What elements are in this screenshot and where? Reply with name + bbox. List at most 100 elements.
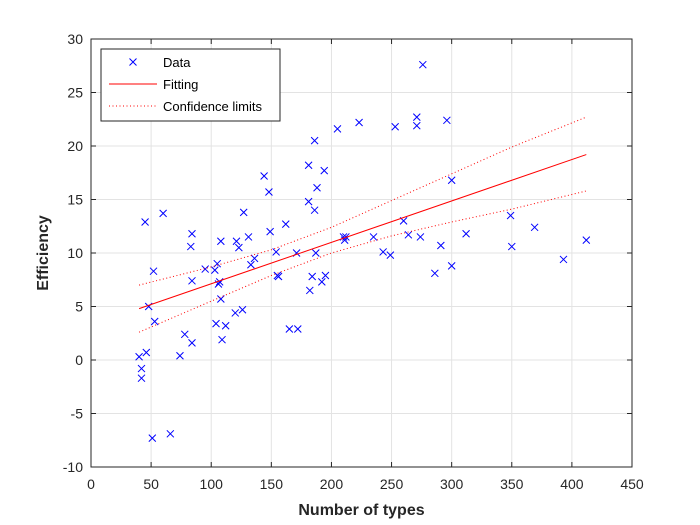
data-point: [311, 249, 320, 257]
x-tick-label: 150: [260, 476, 284, 492]
data-point: [391, 122, 400, 131]
data-point: [260, 172, 268, 180]
data-point: [355, 118, 363, 127]
data-point: [135, 352, 143, 361]
y-tick-label: 25: [67, 85, 83, 101]
data-point: [265, 188, 273, 196]
y-tick-label: 15: [67, 192, 83, 208]
data-point: [216, 295, 225, 303]
x-tick-label: 450: [620, 476, 644, 492]
data-point: [310, 206, 319, 215]
data-point: [150, 317, 159, 326]
data-point: [201, 265, 210, 273]
data-points: [135, 60, 591, 442]
data-point: [213, 259, 222, 268]
x-tick-label: 250: [380, 476, 404, 492]
legend-box: [100, 48, 281, 122]
y-tick-label: 0: [75, 352, 83, 368]
y-tick-label: 30: [67, 31, 83, 47]
data-point: [304, 197, 313, 206]
data-point: [218, 335, 226, 344]
series-line-group: [138, 154, 587, 310]
data-point: [149, 267, 158, 276]
legend-marker: [129, 58, 137, 66]
legend-label: Confidence limits: [163, 99, 262, 114]
data-point: [582, 236, 591, 245]
data-point: [141, 218, 149, 226]
data-point: [418, 60, 427, 69]
data-point: [462, 229, 470, 238]
data-point: [188, 339, 196, 347]
data-point: [285, 325, 294, 333]
data-point: [317, 278, 326, 286]
data-point: [430, 269, 439, 278]
x-tick-label: 200: [320, 476, 344, 492]
data-point: [293, 325, 302, 333]
x-tick-label: 350: [500, 476, 524, 492]
data-point: [250, 254, 259, 263]
legend-label: Data: [163, 55, 191, 70]
data-point: [412, 121, 421, 130]
data-point: [369, 233, 378, 241]
x-axis-label: Number of types: [298, 502, 424, 519]
data-point: [320, 166, 329, 175]
data-point: [272, 248, 280, 256]
data-point: [176, 351, 184, 360]
data-point: [281, 220, 290, 228]
y-tick-label: 20: [67, 138, 83, 154]
data-point: [221, 321, 230, 330]
data-point: [231, 309, 240, 317]
y-tick-label: -5: [71, 406, 84, 422]
data-point: [313, 183, 321, 192]
tick-labels: 0 50 100 150 200 250 300 350 400 450 -10 -5 0 5 10 15 20…: [63, 31, 644, 492]
tick-marks: [90, 38, 633, 468]
legend: Data Fitting Confidence limits: [100, 48, 281, 122]
data-point: [235, 243, 243, 252]
data-point: [142, 348, 151, 357]
data-point: [379, 248, 387, 256]
data-point: [310, 136, 319, 145]
data-point: [232, 237, 241, 246]
x-tick-label: 100: [200, 476, 224, 492]
data-point: [530, 223, 539, 232]
data-point: [386, 251, 395, 259]
data-point: [188, 276, 196, 285]
x-tick-label: 400: [560, 476, 584, 492]
data-point: [266, 227, 274, 236]
data-point: [404, 230, 413, 239]
data-point: [188, 229, 196, 238]
data-point: [559, 255, 568, 264]
data-point: [305, 286, 314, 295]
data-point: [137, 374, 146, 383]
x-tick-label: 0: [87, 476, 95, 492]
data-point: [210, 266, 219, 274]
data-point: [274, 272, 283, 281]
y-tick-label: -10: [63, 459, 83, 475]
data-point: [507, 242, 516, 251]
data-point: [447, 176, 456, 185]
data-point: [159, 209, 167, 218]
data-point: [443, 116, 451, 125]
data-point: [447, 261, 456, 270]
x-tick-label: 300: [440, 476, 464, 492]
confidence-limit-line: [138, 116, 587, 286]
fitting-line: [138, 154, 587, 310]
data-point: [238, 305, 247, 314]
data-point: [304, 161, 313, 170]
series-layer: [135, 60, 591, 442]
data-point: [412, 113, 421, 121]
data-point: [506, 211, 515, 220]
data-point: [436, 241, 445, 250]
data-point: [148, 434, 157, 442]
data-point: [166, 429, 175, 438]
data-point: [212, 319, 220, 328]
data-point: [333, 125, 342, 133]
y-axis-label: Efficiency: [35, 215, 52, 291]
data-point: [416, 233, 425, 241]
data-point: [244, 233, 253, 241]
series-line-group: [138, 116, 587, 286]
data-point: [321, 271, 330, 280]
y-tick-label: 5: [75, 299, 83, 315]
data-point: [308, 272, 317, 281]
